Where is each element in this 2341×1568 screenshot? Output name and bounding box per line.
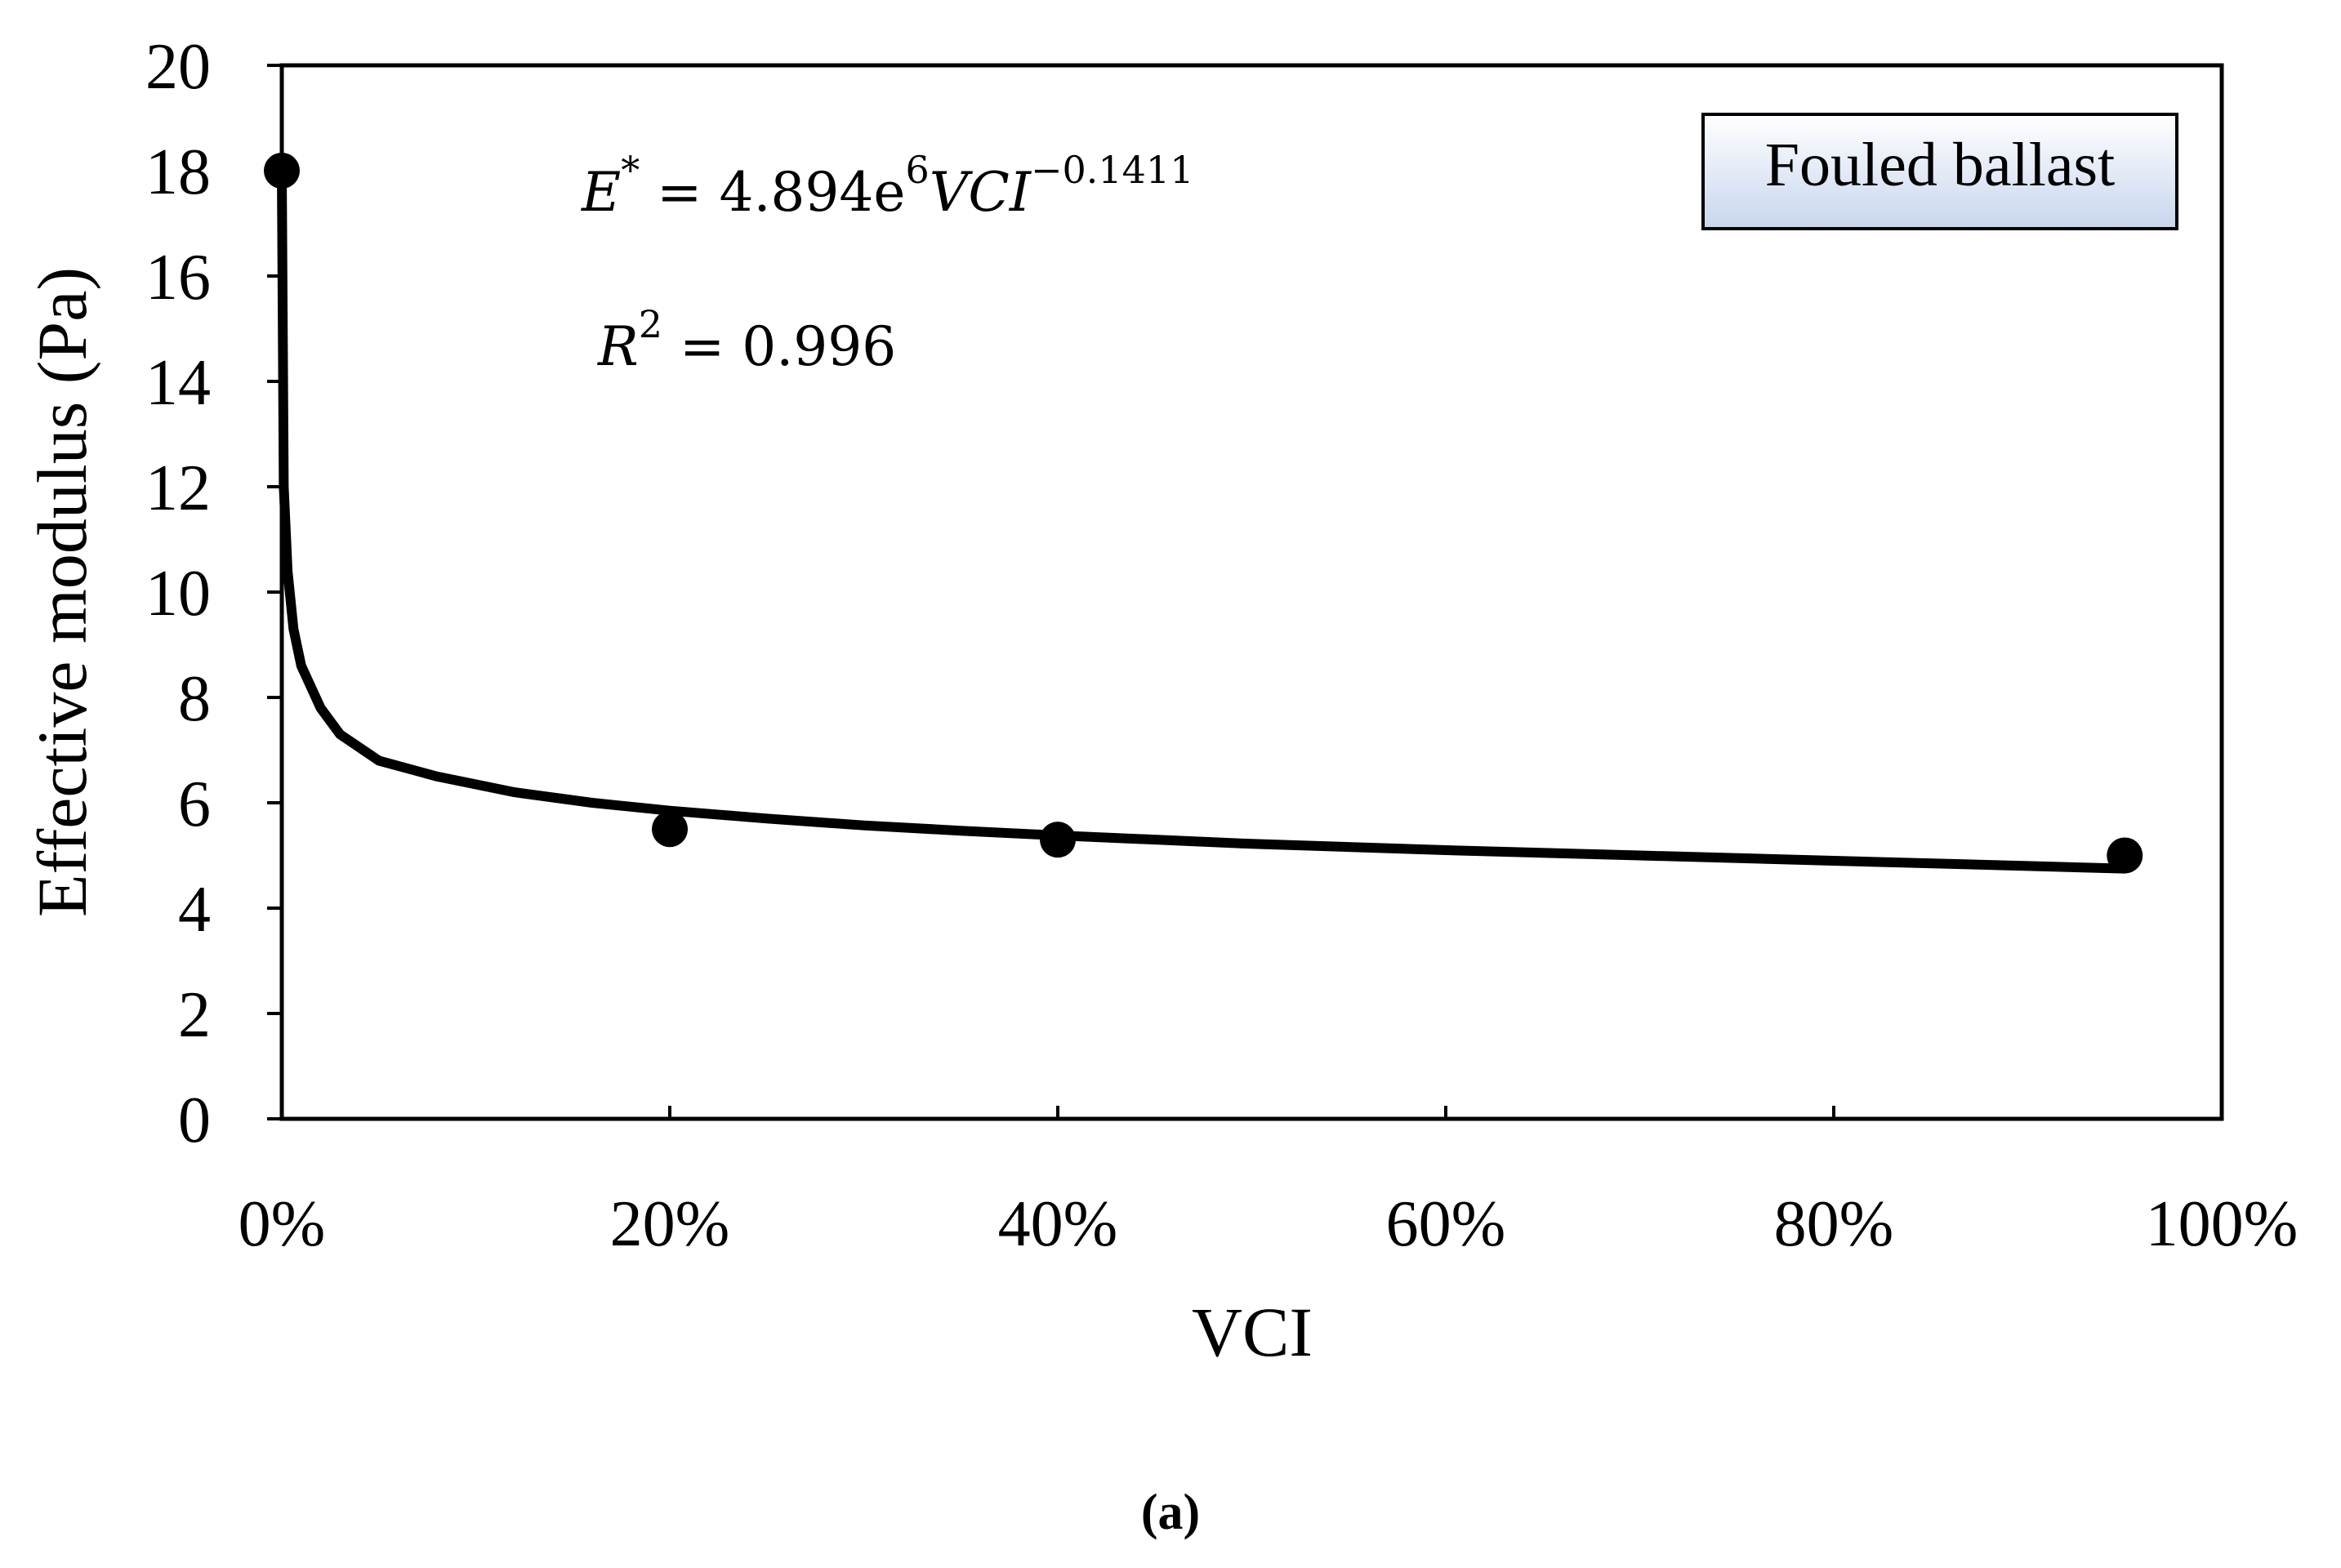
equation-annotation: E* = 4.894e6VCI−0.1411	[581, 148, 1193, 224]
x-tick-label: 80%	[1774, 1188, 1894, 1260]
y-tick-label: 20	[145, 31, 211, 103]
y-tick-label: 0	[178, 1085, 211, 1156]
data-point	[264, 153, 300, 189]
x-tick-label: 100%	[2146, 1188, 2299, 1260]
x-tick-label: 40%	[998, 1188, 1118, 1260]
r2-rest: = 0.996	[662, 315, 896, 378]
r2-sup: 2	[639, 302, 662, 346]
y-axis-ticks: 0 2 4 6 8 10 12 14 16 18 20	[145, 31, 282, 1156]
r-squared-annotation: R2 = 0.996	[597, 302, 896, 378]
y-tick-label: 2	[178, 979, 211, 1051]
equation-mid: = 4.894e	[640, 161, 905, 224]
plot-area	[279, 63, 2224, 1121]
x-tick-label: 0%	[239, 1188, 326, 1260]
data-points	[264, 153, 2143, 874]
equation-var-sup: −0.1411	[1031, 148, 1194, 192]
y-tick-label: 16	[145, 242, 211, 314]
y-tick-label: 8	[178, 663, 211, 735]
fit-curve	[277, 166, 2130, 874]
x-axis-title: VCI	[1192, 1293, 1313, 1371]
figure-caption: (a)	[1141, 1485, 1200, 1540]
y-axis-title: Effective modulus (Pa)	[23, 267, 101, 917]
legend-box	[1701, 113, 2178, 230]
y-tick-label: 4	[178, 874, 211, 946]
y-tick-label: 6	[178, 768, 211, 840]
legend-label: Fouled ballast	[1765, 131, 2116, 199]
x-tick-label: 60%	[1386, 1188, 1506, 1260]
data-point	[1040, 822, 1076, 858]
equation-base-sup: *	[621, 148, 640, 192]
x-axis-ticks: 0% 20% 40% 60% 80% 100%	[239, 1106, 2299, 1260]
y-tick-label: 18	[145, 136, 211, 208]
y-tick-label: 14	[145, 347, 211, 419]
equation-base: E	[581, 161, 621, 224]
data-point	[652, 811, 688, 848]
y-tick-label: 10	[145, 558, 211, 630]
equation-var: VCI	[930, 161, 1032, 224]
data-point	[2107, 837, 2143, 874]
r2-base: R	[597, 315, 639, 378]
equation-mid-sup: 6	[905, 148, 929, 192]
y-tick-label: 12	[145, 452, 211, 524]
legend: Fouled ballast	[1701, 113, 2178, 230]
x-tick-label: 20%	[610, 1188, 730, 1260]
